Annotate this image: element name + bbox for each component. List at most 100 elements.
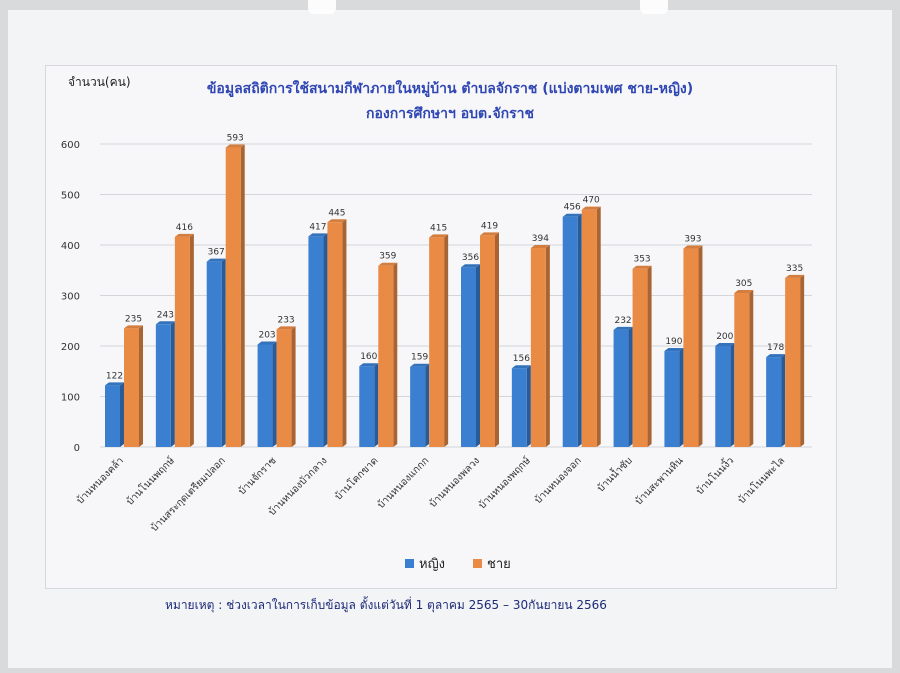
x-tick-label: บ้านหนองจอก [532, 455, 584, 507]
bar-side [170, 321, 175, 447]
bar-side [374, 363, 379, 447]
bar-side [698, 245, 703, 447]
bar-male [378, 265, 394, 447]
bar-side [628, 326, 633, 447]
bar-top [715, 343, 735, 346]
bar-male [225, 147, 241, 447]
y-axis-label: จำนวน(คน) [68, 75, 131, 89]
chart-legend: หญิง ชาย [405, 553, 539, 574]
bar-side [545, 245, 550, 447]
x-tick-label: บ้านหนองคล้า [74, 455, 126, 507]
bar-top [124, 325, 143, 329]
data-label: 159 [411, 353, 428, 363]
x-tick-label: บ้านน้ำซับ [593, 453, 634, 494]
bar-top [378, 262, 398, 266]
footnote: หมายเหตุ : ช่วงเวลาในการเก็บข้อมูล ตั้งแ… [165, 598, 607, 612]
bar-male [581, 209, 597, 447]
bar-male [174, 236, 190, 447]
bar-side [139, 325, 143, 447]
bar-top [664, 348, 684, 352]
bar-female [461, 267, 476, 447]
bar-side [120, 382, 124, 447]
bar-top [766, 354, 786, 358]
bar-side [596, 206, 601, 447]
data-label: 178 [767, 343, 784, 353]
bar-top [613, 326, 633, 330]
bar-side [476, 264, 480, 447]
bar-top [785, 274, 805, 278]
bar-top [480, 232, 499, 236]
bar-side [495, 232, 499, 447]
bar-side [425, 363, 430, 447]
bar-female [257, 344, 273, 447]
data-label: 367 [208, 248, 225, 258]
x-tick-label: บ้านจักราช [236, 454, 279, 497]
y-tick-label: 400 [61, 241, 80, 252]
bar-male [530, 248, 546, 447]
data-label: 356 [462, 253, 479, 263]
bar-female [562, 216, 578, 447]
data-label: 353 [633, 255, 650, 265]
data-label: 470 [583, 196, 600, 206]
ceiling-light-reflection [640, 0, 668, 14]
data-label: 235 [125, 314, 142, 324]
bar-top [429, 234, 449, 238]
data-label: 203 [258, 330, 275, 340]
bar-side [526, 365, 531, 447]
chart-subtitle: กองการศึกษาฯ อบต.จักราช [365, 106, 535, 122]
data-label: 122 [106, 371, 123, 381]
bar-side [342, 219, 347, 447]
data-label: 243 [157, 310, 174, 320]
bar-side [291, 326, 296, 447]
bar-top [410, 363, 430, 367]
bar-female [715, 346, 731, 447]
bar-female [766, 357, 782, 447]
bar-side [444, 234, 449, 447]
legend-label-female: หญิง [419, 557, 445, 572]
bar-side [577, 213, 582, 447]
bar-top [105, 382, 124, 386]
data-label: 335 [786, 264, 803, 274]
legend-swatch-female [405, 559, 414, 568]
ceiling-light-reflection [308, 0, 336, 14]
data-label: 417 [309, 222, 326, 232]
bar-top [632, 265, 652, 269]
chart-title: ข้อมูลสถิติการใช้สนามกีฬาภายในหมู่บ้าน ต… [206, 81, 694, 97]
bar-side [393, 262, 398, 447]
x-tick-label: บ้านโนนพะไล [735, 454, 787, 506]
bar-male [683, 248, 699, 447]
bar-top [734, 289, 754, 293]
bar-top [359, 363, 379, 367]
bar-female [410, 366, 426, 447]
bar-side [679, 348, 684, 447]
x-tick-label: บ้านโนนพฤกษ์ [123, 454, 177, 508]
y-tick-label: 100 [61, 393, 80, 404]
y-tick-label: 600 [61, 140, 80, 151]
data-label: 416 [176, 223, 193, 233]
bar-side [730, 343, 735, 447]
bar-female [613, 329, 629, 447]
bar-side [647, 265, 652, 447]
bar-side [221, 258, 226, 447]
bar-side [240, 144, 245, 447]
bar-female [664, 351, 680, 447]
bar-side [272, 341, 277, 447]
x-tick-label: บ้านโนนงิ้ว [692, 453, 736, 497]
bar-female [155, 324, 171, 447]
bar-top [225, 144, 245, 148]
x-tick-label: บ้านโคกขาด [332, 454, 381, 503]
bar-top [461, 264, 480, 268]
bar-male [480, 235, 495, 447]
bar-top [206, 258, 226, 262]
bar-side [189, 233, 194, 447]
data-label: 394 [532, 234, 549, 244]
legend-item-male: ชาย [473, 553, 511, 574]
bar-top [530, 245, 550, 249]
bar-male [276, 329, 292, 447]
bar-female [308, 236, 324, 447]
data-label: 160 [360, 352, 377, 362]
bar-male [124, 328, 139, 447]
bar-top [257, 341, 277, 345]
data-label: 190 [665, 337, 682, 347]
